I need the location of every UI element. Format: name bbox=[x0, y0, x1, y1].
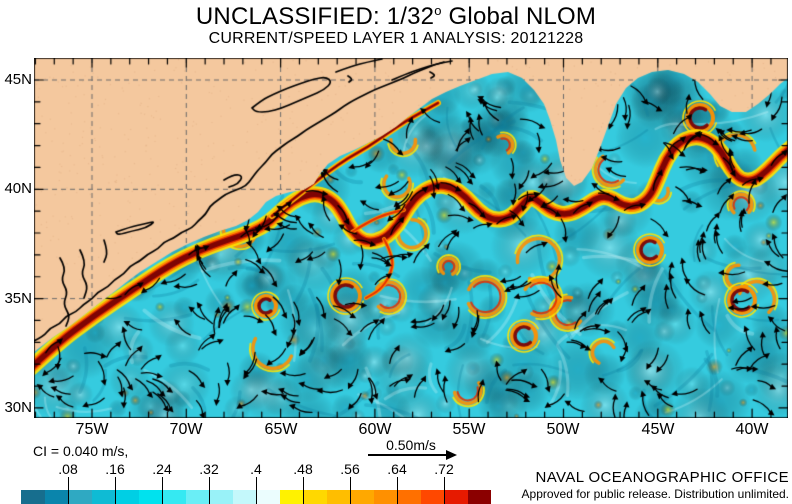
colorbar-tick bbox=[349, 477, 351, 504]
colorbar-cell bbox=[256, 490, 280, 504]
vector-scale-label: 0.50m/s bbox=[386, 437, 436, 453]
colorbar-cell bbox=[350, 490, 374, 504]
colorbar-cell bbox=[138, 490, 162, 504]
lon-tick-label: 45W bbox=[641, 421, 675, 438]
lon-tick-label: 75W bbox=[75, 421, 109, 438]
lon-tick-label: 40W bbox=[735, 421, 769, 438]
colorbar-tick bbox=[114, 477, 116, 504]
lon-tick-label: 65W bbox=[264, 421, 298, 438]
colorbar-tick-label: .48 bbox=[293, 461, 313, 477]
colorbar-tick bbox=[208, 477, 210, 504]
lon-tick-label: 55W bbox=[452, 421, 486, 438]
colorbar-cell bbox=[44, 490, 68, 504]
colorbar-cell bbox=[232, 490, 256, 504]
colorbar-tick-label: .08 bbox=[58, 461, 78, 477]
colorbar-cell bbox=[420, 490, 444, 504]
colorbar-cells bbox=[21, 490, 491, 504]
colorbar-cell bbox=[185, 490, 209, 504]
colorbar-tick bbox=[255, 477, 257, 504]
colorbar-tick-label: .72 bbox=[434, 461, 454, 477]
colorbar-cell bbox=[21, 490, 45, 504]
title-suffix: Global NLOM bbox=[441, 3, 597, 30]
colorbar-tick-label: .56 bbox=[340, 461, 360, 477]
degree-superscript: o bbox=[434, 3, 442, 18]
colorbar-cell bbox=[162, 490, 186, 504]
colorbar-cell bbox=[209, 490, 233, 504]
vector-scale-arrow bbox=[368, 454, 448, 456]
lat-tick-label: 40N bbox=[4, 180, 32, 197]
colorbar-tick-label: .24 bbox=[152, 461, 172, 477]
lat-tick-label: 30N bbox=[4, 399, 32, 416]
colorbar-tick bbox=[161, 477, 163, 504]
colorbar-cell bbox=[444, 490, 468, 504]
lon-tick-label: 50W bbox=[546, 421, 580, 438]
colorbar-cell bbox=[467, 490, 491, 504]
colorbar-cell bbox=[326, 490, 350, 504]
current-map-canvas bbox=[34, 58, 788, 418]
figure-subtitle: CURRENT/SPEED LAYER 1 ANALYSIS: 20121228 bbox=[208, 30, 584, 47]
colorbar-cell bbox=[397, 490, 421, 504]
colorbar-cell bbox=[115, 490, 139, 504]
lon-tick-label: 60W bbox=[358, 421, 392, 438]
right-arrowhead-icon bbox=[446, 450, 457, 460]
colorbar-tick-label: .4 bbox=[250, 461, 262, 477]
colorbar-cell bbox=[279, 490, 303, 504]
lon-tick-label: 70W bbox=[169, 421, 203, 438]
colorbar-cell bbox=[91, 490, 115, 504]
colorbar-tick-label: .64 bbox=[387, 461, 407, 477]
figure-title: UNCLASSIFIED: 1/32o Global NLOM bbox=[0, 3, 792, 31]
colorbar-tick-label: .32 bbox=[199, 461, 219, 477]
colorbar-cell bbox=[373, 490, 397, 504]
colorbar-cell bbox=[303, 490, 327, 504]
colorbar-tick bbox=[443, 477, 445, 504]
organization-name: NAVAL OCEANOGRAPHIC OFFICE bbox=[535, 469, 789, 486]
colorbar: .08 .16 .24 .32 .4 .48 .56 .64 .72 bbox=[21, 461, 496, 504]
colorbar-tick bbox=[396, 477, 398, 504]
lat-tick-label: 35N bbox=[4, 290, 32, 307]
colorbar-tick bbox=[67, 477, 69, 504]
colorbar-tick-label: .16 bbox=[105, 461, 125, 477]
colorbar-cell bbox=[68, 490, 92, 504]
colorbar-tick bbox=[302, 477, 304, 504]
lat-tick-label: 45N bbox=[4, 71, 32, 88]
title-prefix: UNCLASSIFIED: 1/32 bbox=[195, 3, 435, 30]
contour-interval-label: CI = 0.040 m/s, bbox=[33, 443, 129, 459]
approval-note: Approved for public release. Distributio… bbox=[521, 487, 789, 501]
